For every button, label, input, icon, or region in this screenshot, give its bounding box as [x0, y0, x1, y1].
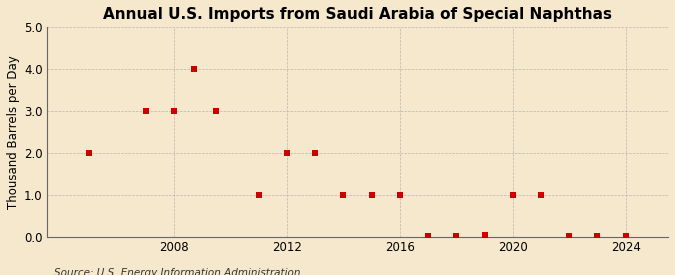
Point [140, 109, 151, 113]
Point [281, 151, 292, 155]
Point [84, 151, 95, 155]
Y-axis label: Thousand Barrels per Day: Thousand Barrels per Day [7, 55, 20, 209]
Point [535, 193, 546, 197]
Point [564, 234, 574, 238]
Point [367, 193, 377, 197]
Text: Source: U.S. Energy Information Administration: Source: U.S. Energy Information Administ… [54, 268, 300, 275]
Point [479, 232, 490, 237]
Point [310, 151, 321, 155]
Point [188, 67, 199, 72]
Point [338, 193, 349, 197]
Point [169, 109, 180, 113]
Point [451, 234, 462, 238]
Title: Annual U.S. Imports from Saudi Arabia of Special Naphthas: Annual U.S. Imports from Saudi Arabia of… [103, 7, 612, 22]
Point [253, 193, 264, 197]
Point [620, 234, 631, 238]
Point [394, 193, 405, 197]
Point [211, 109, 221, 113]
Point [592, 234, 603, 238]
Point [508, 193, 518, 197]
Point [423, 234, 433, 238]
